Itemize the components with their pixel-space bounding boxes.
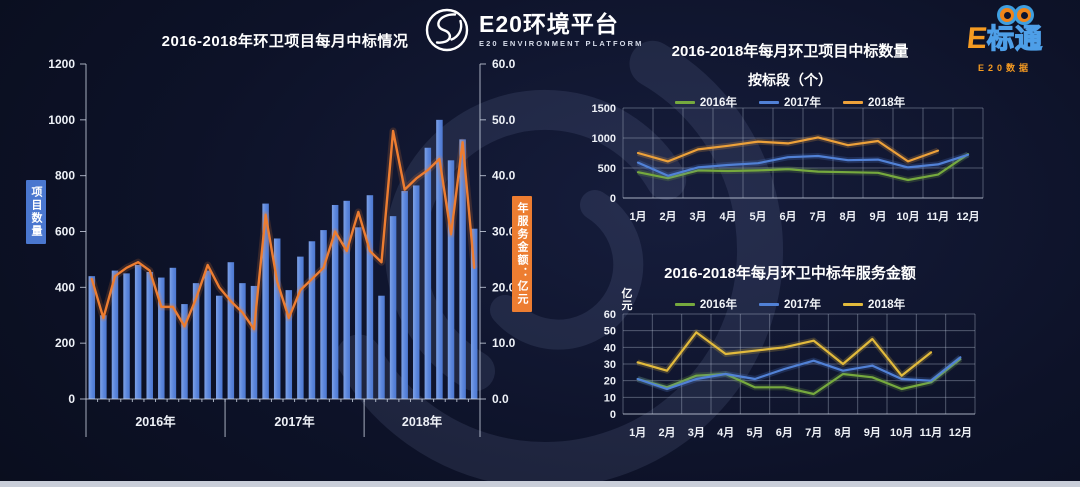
svg-text:10: 10 <box>604 392 616 404</box>
amount-chart-unit: 亿元 <box>621 288 633 312</box>
svg-text:200: 200 <box>55 336 75 350</box>
svg-text:5月: 5月 <box>746 426 763 439</box>
platform-title: E20环境平台 <box>479 11 619 37</box>
svg-text:0: 0 <box>68 392 75 406</box>
legend-item-2018: 2018年 <box>843 94 905 110</box>
svg-text:2016年: 2016年 <box>135 414 176 429</box>
ebiaotong-logo: E标通 E20数据 <box>934 4 1076 74</box>
legend-item-2016: 2016年 <box>674 94 737 110</box>
svg-text:11月: 11月 <box>920 426 943 439</box>
legend-item-2017: 2017年 <box>758 296 821 312</box>
svg-text:9月: 9月 <box>869 210 886 223</box>
legend-swatch-2016 <box>674 100 695 104</box>
amount-chart-legend: 2016年 2017年 2018年 <box>610 296 970 312</box>
svg-text:4月: 4月 <box>719 210 736 223</box>
svg-text:50: 50 <box>604 326 616 338</box>
svg-text:40.0: 40.0 <box>492 169 516 183</box>
legend-item-2018: 2018年 <box>843 296 905 312</box>
svg-text:10月: 10月 <box>896 210 919 223</box>
combo-chart-title: 2016-2018年环卫项目每月中标情况 <box>161 33 409 50</box>
svg-text:1月: 1月 <box>629 210 646 223</box>
svg-text:30: 30 <box>604 359 616 371</box>
svg-text:12月: 12月 <box>956 210 979 223</box>
svg-text:20: 20 <box>604 376 616 388</box>
svg-text:400: 400 <box>55 280 75 294</box>
count-chart-title: 2016-2018年每月环卫项目中标数量 <box>671 43 909 60</box>
svg-text:10月: 10月 <box>890 426 913 439</box>
svg-text:50.0: 50.0 <box>492 113 516 127</box>
svg-text:40: 40 <box>604 342 616 354</box>
svg-text:5月: 5月 <box>749 210 766 223</box>
svg-text:20.0: 20.0 <box>492 280 516 294</box>
svg-text:1500: 1500 <box>592 103 616 115</box>
svg-text:1000: 1000 <box>48 113 75 127</box>
combo-right-axis-label: 年服务金额：亿元 <box>512 196 532 312</box>
legend-swatch-2017 <box>758 100 779 104</box>
svg-text:600: 600 <box>55 225 75 239</box>
svg-text:8月: 8月 <box>839 210 856 223</box>
svg-text:2月: 2月 <box>658 426 675 439</box>
e20-platform-logo: E20环境平台 E20 ENVIRONMENT PLATFORM <box>424 7 643 53</box>
combo-chart: 0 200 400 600 800 1000 1200 0.0 10.0 20.0 30.0 40.0… <box>48 57 516 437</box>
svg-text:0.0: 0.0 <box>492 392 509 406</box>
svg-text:60: 60 <box>604 309 616 321</box>
count-chart-subtitle: 按标段（个） <box>748 72 832 88</box>
ebiaotong-eyes-icon <box>997 5 1034 25</box>
svg-text:800: 800 <box>55 169 75 183</box>
svg-text:2月: 2月 <box>659 210 676 223</box>
legend-swatch-2017 <box>758 302 779 306</box>
svg-text:2017年: 2017年 <box>274 414 315 429</box>
svg-text:1000: 1000 <box>592 133 616 145</box>
combo-left-axis-label: 项目数量 <box>26 180 46 244</box>
bottom-strip <box>0 481 1080 487</box>
e20-swirl-icon <box>425 8 469 52</box>
legend-swatch-2016 <box>674 302 695 306</box>
svg-text:1200: 1200 <box>48 57 75 71</box>
ebiaotong-subtitle: E20数据 <box>977 63 1032 73</box>
svg-text:9月: 9月 <box>864 426 881 439</box>
legend-item-2016: 2016年 <box>674 296 737 312</box>
svg-text:500: 500 <box>598 163 616 175</box>
svg-text:7月: 7月 <box>809 210 826 223</box>
svg-text:6月: 6月 <box>776 426 793 439</box>
svg-text:2018年: 2018年 <box>402 414 443 429</box>
svg-text:6月: 6月 <box>779 210 796 223</box>
svg-text:3月: 3月 <box>689 210 706 223</box>
amount-chart: 0 10 20 30 40 50 60 1月 2月 3月 4月 5月 6月 7月 8月 9月 10月 11月 12月 <box>604 309 976 439</box>
svg-text:0: 0 <box>610 193 616 205</box>
svg-text:0: 0 <box>610 409 616 421</box>
legend-item-2017: 2017年 <box>758 94 821 110</box>
legend-swatch-2018 <box>843 302 864 306</box>
svg-text:12月: 12月 <box>949 426 972 439</box>
amount-chart-title: 2016-2018年每月环卫中标年服务金额 <box>664 265 916 282</box>
ebiaotong-title: E标通 <box>965 22 1043 55</box>
svg-text:30.0: 30.0 <box>492 225 516 239</box>
svg-text:11月: 11月 <box>927 210 950 223</box>
svg-text:4月: 4月 <box>717 426 734 439</box>
legend-swatch-2018 <box>843 100 864 104</box>
svg-text:8月: 8月 <box>834 426 851 439</box>
platform-subtitle: E20 ENVIRONMENT PLATFORM <box>479 39 644 48</box>
svg-text:10.0: 10.0 <box>492 336 516 350</box>
svg-text:3月: 3月 <box>688 426 705 439</box>
svg-text:60.0: 60.0 <box>492 57 516 71</box>
count-chart-legend: 2016年 2017年 2018年 <box>610 94 970 110</box>
count-chart: 0 500 1000 1500 1月 2月 3月 4月 5月 6月 7月 8月 9月 10月 11月 12月 <box>592 103 984 223</box>
svg-text:1月: 1月 <box>629 426 646 439</box>
svg-text:7月: 7月 <box>805 426 822 439</box>
